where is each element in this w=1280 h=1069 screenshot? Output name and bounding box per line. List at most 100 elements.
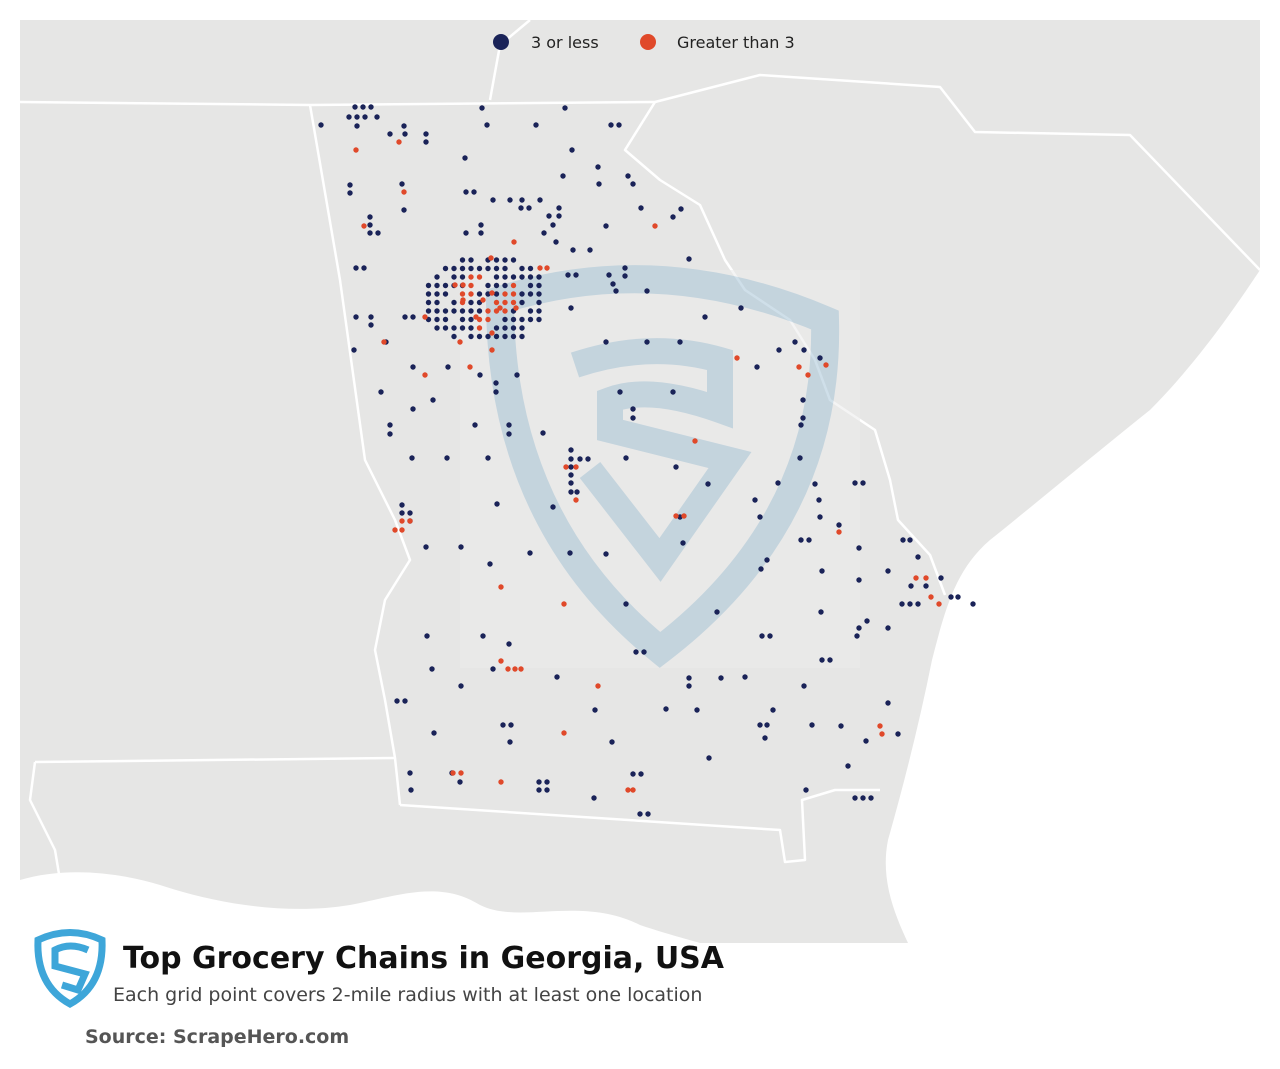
grid-point [367, 214, 373, 220]
grid-point [527, 308, 534, 314]
state-border [28, 761, 62, 881]
grid-point [568, 464, 574, 470]
grid-point [510, 282, 517, 289]
grid-point [616, 122, 622, 128]
grid-point [493, 274, 500, 280]
grid-point [498, 584, 504, 590]
grid-point [476, 274, 483, 280]
grid-point [442, 291, 449, 297]
grid-point [493, 282, 500, 289]
grid-point [489, 330, 495, 336]
grid-point [396, 139, 402, 145]
grid-point [519, 325, 525, 331]
grid-point [442, 265, 449, 272]
grid-point [819, 657, 825, 663]
legend-label: Greater than 3 [677, 33, 795, 52]
grid-point [479, 105, 485, 111]
grid-point [638, 205, 644, 211]
grid-point [827, 657, 833, 663]
grid-point [353, 265, 359, 271]
grid-point [764, 722, 770, 728]
grid-point [489, 347, 495, 353]
grid-point [603, 339, 609, 345]
grid-point [645, 811, 651, 817]
grid-point [879, 731, 885, 737]
grid-point [476, 265, 483, 272]
grid-point [502, 308, 508, 314]
grid-point [512, 666, 518, 672]
grid-point [915, 554, 921, 560]
grid-point [407, 510, 413, 516]
grid-point [402, 131, 408, 137]
grid-point [670, 389, 676, 395]
grid-point [573, 464, 579, 470]
grid-point [836, 522, 842, 528]
grid-point [451, 265, 457, 272]
grid-point [561, 730, 567, 736]
legend-swatch [493, 34, 509, 50]
grid-point [623, 455, 629, 461]
grid-point [613, 288, 619, 294]
grid-point [460, 282, 466, 288]
grid-point [536, 779, 542, 785]
watermark [460, 265, 860, 668]
grid-point [606, 272, 612, 278]
grid-point [527, 282, 534, 289]
grid-point [678, 206, 684, 212]
grid-point [505, 666, 511, 672]
grid-point [955, 594, 961, 600]
grid-point [527, 291, 534, 297]
grid-point [630, 181, 636, 187]
grid-point [527, 550, 533, 556]
grid-point [544, 779, 550, 785]
grid-point [603, 551, 609, 557]
grid-point [430, 397, 436, 403]
grid-point [801, 347, 807, 353]
grid-point [536, 274, 542, 280]
grid-point [527, 316, 534, 323]
grid-point [460, 297, 466, 303]
grid-point [502, 282, 508, 289]
grid-point [502, 291, 508, 297]
grid-point [641, 649, 647, 655]
grid-point [459, 274, 466, 280]
grid-point [752, 497, 758, 503]
grid-point [550, 504, 556, 510]
grid-point [573, 272, 579, 278]
grid-point [805, 372, 811, 378]
grid-point [347, 182, 353, 188]
grid-point [489, 290, 495, 296]
grid-point [702, 314, 708, 320]
grid-point [767, 633, 773, 639]
grid-point [493, 389, 499, 395]
grid-point [468, 265, 474, 272]
grid-point [519, 299, 525, 306]
grid-point [493, 333, 500, 340]
grid-point [915, 601, 921, 607]
grid-point [452, 282, 458, 288]
grid-point [519, 274, 525, 280]
grid-point [694, 707, 700, 713]
grid-point [864, 618, 870, 624]
grid-point [445, 364, 451, 370]
grid-point [644, 288, 650, 294]
grid-point [519, 265, 525, 272]
grid-point [705, 481, 711, 487]
grid-point [686, 675, 692, 681]
grid-point [823, 362, 829, 368]
grid-point [625, 173, 631, 179]
subtitle: Each grid point covers 2-mile radius wit… [113, 984, 702, 1006]
grid-point [425, 308, 432, 314]
grid-point [845, 763, 851, 769]
grid-point [519, 197, 525, 203]
grid-point [770, 707, 776, 713]
grid-point [536, 308, 542, 314]
grid-point [493, 257, 500, 263]
grid-point [434, 325, 440, 331]
grid-point [527, 265, 534, 272]
grid-point [567, 550, 573, 556]
grid-point [502, 265, 508, 272]
grid-point [936, 601, 942, 607]
grid-point [387, 431, 393, 437]
grid-point [485, 265, 491, 272]
